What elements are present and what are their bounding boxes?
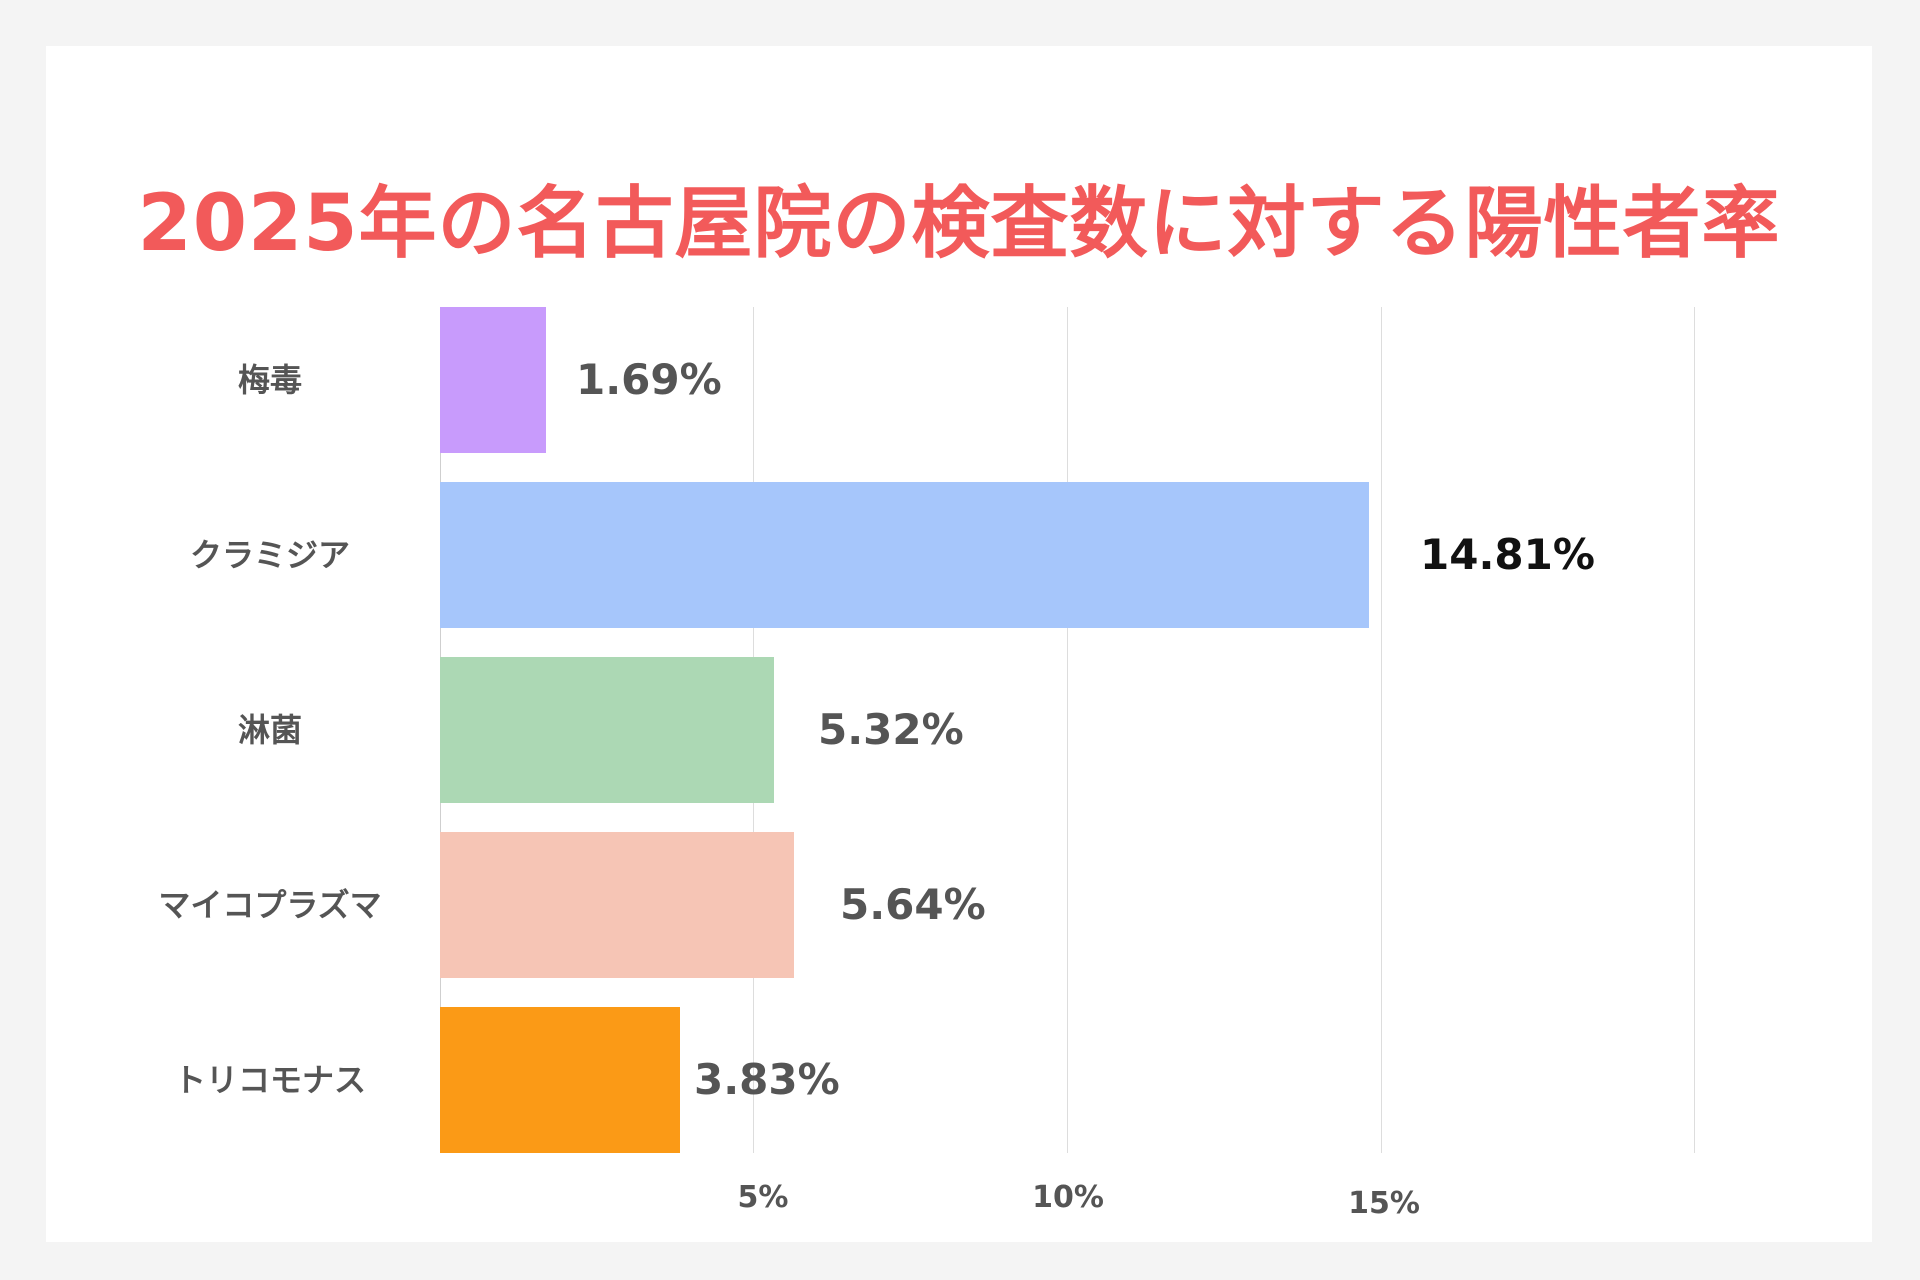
bar-trichomonas — [440, 1007, 680, 1153]
value-label-trichomonas: 3.83% — [694, 1055, 840, 1104]
x-tick-5: 5% — [737, 1180, 789, 1215]
gridline-20 — [1694, 307, 1695, 1153]
value-label-chlamydia: 14.81% — [1420, 530, 1595, 579]
x-tick-10: 10% — [1032, 1180, 1104, 1215]
category-label-syphilis: 梅毒 — [237, 361, 302, 399]
chart-panel: 2025年の名古屋院の検査数に対する陽性者率 — [46, 46, 1872, 1242]
category-label-mycoplasma: マイコプラズマ — [158, 886, 382, 924]
chart-title: 2025年の名古屋院の検査数に対する陽性者率 — [137, 179, 1781, 269]
gridline-15 — [1381, 307, 1382, 1153]
bar-syphilis — [440, 307, 546, 453]
value-label-syphilis: 1.69% — [576, 355, 722, 404]
category-label-gonorrhea: 淋菌 — [237, 711, 302, 749]
category-label-chlamydia: クラミジア — [189, 536, 350, 574]
gridline-10 — [1067, 307, 1068, 1153]
bar-chlamydia — [440, 482, 1369, 628]
category-label-trichomonas: トリコモナス — [173, 1061, 366, 1099]
value-label-gonorrhea: 5.32% — [818, 705, 964, 754]
plot-area: 1.69% 14.81% 5.32% 5.64% 3.83% — [440, 307, 1700, 1153]
value-label-mycoplasma: 5.64% — [840, 880, 986, 929]
bar-mycoplasma — [440, 832, 794, 978]
bar-gonorrhea — [440, 657, 774, 803]
x-tick-15: 15% — [1348, 1186, 1420, 1221]
